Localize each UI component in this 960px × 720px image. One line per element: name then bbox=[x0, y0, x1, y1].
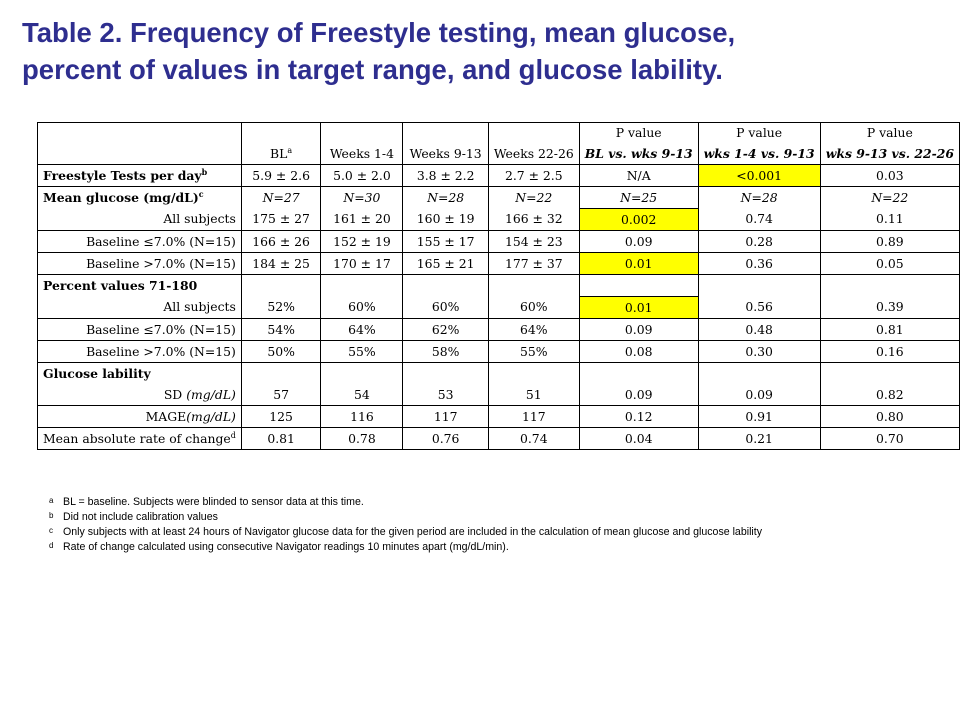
header-pvalue-1: P value bbox=[578, 122, 699, 143]
section-row-mean-glucose: Mean glucose (mg/dL)c N=27 N=30 N=28 N=2… bbox=[37, 186, 960, 209]
row-label: Mean absolute rate of changed bbox=[37, 427, 242, 450]
header-corner bbox=[37, 122, 242, 143]
highlighted-cell: 0.002 bbox=[578, 208, 699, 231]
footnote-a: a BL = baseline. Subjects were blinded to… bbox=[49, 496, 364, 508]
row-label: All subjects bbox=[37, 208, 242, 231]
table-row: MAGE(mg/dL) 125 116 117 117 0.12 0.91 0.… bbox=[37, 405, 960, 428]
row-label: MAGE(mg/dL) bbox=[37, 405, 242, 428]
section-label: Percent values 71-180 bbox=[37, 274, 242, 297]
footnote-marker-a: a bbox=[287, 145, 293, 155]
header-weeks-1-4: Weeks 1-4 bbox=[320, 143, 404, 165]
table-row: Mean absolute rate of changed 0.81 0.78 … bbox=[37, 427, 960, 450]
row-label: SD (mg/dL) bbox=[37, 384, 242, 406]
highlighted-cell: 0.01 bbox=[578, 296, 699, 319]
table-row: Baseline ≤7.0% (N=15) 166 ± 26 152 ± 19 … bbox=[37, 230, 960, 253]
section-label: Glucose lability bbox=[37, 362, 242, 384]
title-line-1: Table 2. Frequency of Freestyle testing,… bbox=[22, 17, 736, 48]
header-row-2: BLa Weeks 1-4 Weeks 9-13 Weeks 22-26 BL … bbox=[37, 143, 960, 165]
header-wks-9-13-vs-22-26: wks 9-13 vs. 22-26 bbox=[819, 143, 960, 165]
footnote-d: d Rate of change calculated using consecu… bbox=[49, 541, 509, 553]
page-title: Table 2. Frequency of Freestyle testing,… bbox=[22, 14, 952, 88]
footnotes: a BL = baseline. Subjects were blinded to… bbox=[49, 495, 762, 555]
section-row-glucose-lability: Glucose lability bbox=[37, 362, 960, 384]
highlighted-cell: <0.001 bbox=[697, 164, 821, 187]
row-label: Freestyle Tests per dayb bbox=[37, 164, 242, 187]
header-pvalue-3: P value bbox=[819, 122, 960, 143]
table-row: Baseline >7.0% (N=15) 50% 55% 58% 55% 0.… bbox=[37, 340, 960, 363]
section-label: Mean glucose (mg/dL)c bbox=[37, 186, 242, 209]
header-row-1: P value P value P value bbox=[37, 122, 960, 143]
header-weeks-9-13: Weeks 9-13 bbox=[402, 143, 489, 165]
row-label: Baseline >7.0% (N=15) bbox=[37, 252, 242, 275]
row-label: Baseline ≤7.0% (N=15) bbox=[37, 230, 242, 253]
row-label: Baseline >7.0% (N=15) bbox=[37, 340, 242, 363]
row-label: All subjects bbox=[37, 296, 242, 319]
table-row: Freestyle Tests per dayb 5.9 ± 2.6 5.0 ±… bbox=[37, 164, 960, 187]
header-pvalue-2: P value bbox=[697, 122, 821, 143]
title-line-2: percent of values in target range, and g… bbox=[22, 54, 723, 85]
table-row: All subjects 175 ± 27 161 ± 20 160 ± 19 … bbox=[37, 208, 960, 231]
table-row: Baseline ≤7.0% (N=15) 54% 64% 62% 64% 0.… bbox=[37, 318, 960, 341]
header-bl-vs-wks-9-13: BL vs. wks 9-13 bbox=[578, 143, 699, 165]
results-table: P value P value P value BLa Weeks 1-4 We… bbox=[37, 122, 960, 450]
highlighted-cell: 0.01 bbox=[578, 252, 699, 275]
header-bl: BLa bbox=[240, 143, 322, 165]
header-wks-1-4-vs-9-13: wks 1-4 vs. 9-13 bbox=[697, 143, 821, 165]
table-row: Baseline >7.0% (N=15) 184 ± 25 170 ± 17 … bbox=[37, 252, 960, 275]
table-row: All subjects 52% 60% 60% 60% 0.01 0.56 0… bbox=[37, 296, 960, 319]
footnote-c: c Only subjects with at least 24 hours of… bbox=[49, 526, 763, 538]
table-row: SD (mg/dL) 57 54 53 51 0.09 0.09 0.82 bbox=[37, 384, 960, 406]
header-weeks-22-26: Weeks 22-26 bbox=[487, 143, 580, 165]
row-label: Baseline ≤7.0% (N=15) bbox=[37, 318, 242, 341]
section-row-percent-values: Percent values 71-180 bbox=[37, 274, 960, 297]
footnote-b: b Did not include calibration values bbox=[49, 511, 218, 523]
